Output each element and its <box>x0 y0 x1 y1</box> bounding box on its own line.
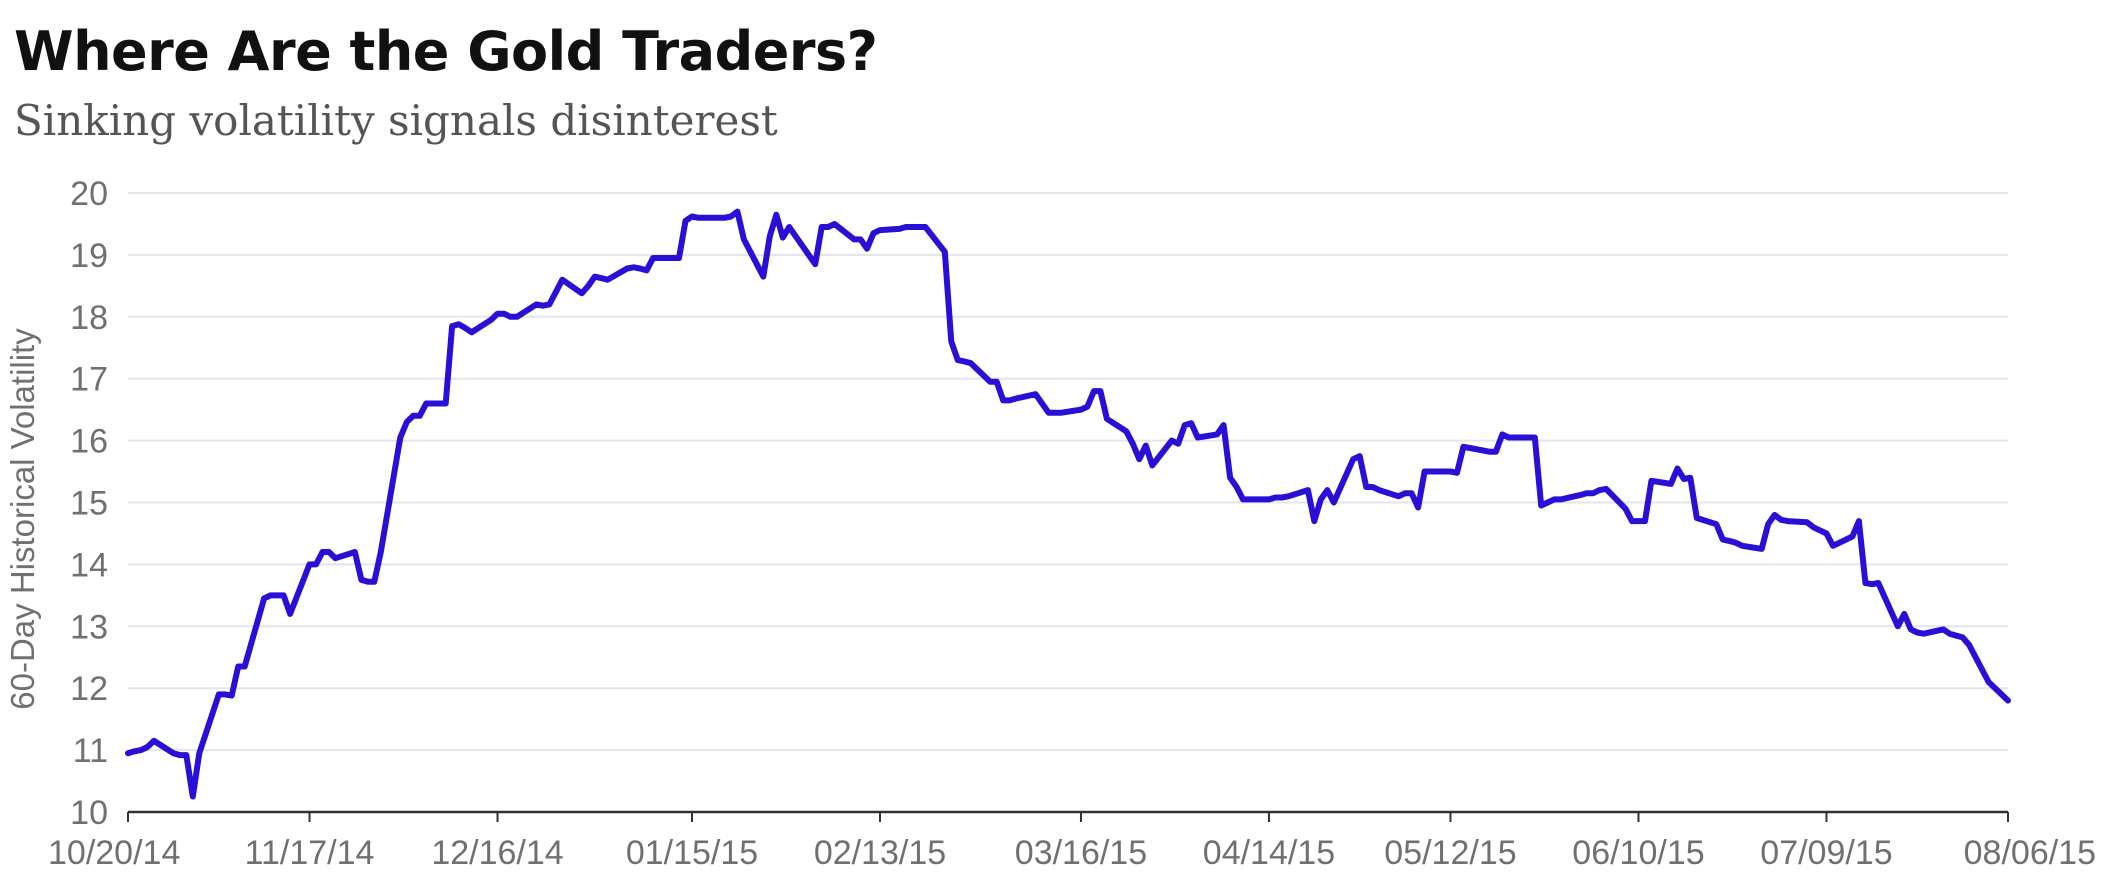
x-tick-label: 07/09/15 <box>1760 834 1892 872</box>
x-tick-label: 03/16/15 <box>1015 834 1147 872</box>
x-tick-label: 01/15/15 <box>626 834 758 872</box>
x-tick-label: 05/12/15 <box>1384 834 1516 872</box>
y-tick-label: 11 <box>73 732 108 770</box>
series-group <box>125 208 2011 800</box>
x-tick-label: 10/20/14 <box>48 834 180 872</box>
volatility-line <box>125 208 2011 800</box>
x-tick-label: 06/10/15 <box>1572 834 1704 872</box>
y-tick-label: 16 <box>70 423 108 461</box>
chart-title: Where Are the Gold Traders? <box>14 20 878 83</box>
y-tick-label: 19 <box>70 237 108 275</box>
y-tick-label: 17 <box>70 361 108 399</box>
x-tick-label: 08/06/15 <box>1964 834 2096 872</box>
y-axis-ticks: 10 11 12 13 14 15 16 17 18 19 20 <box>70 175 108 832</box>
x-tick-label: 12/16/14 <box>431 834 563 872</box>
y-axis-label: 60-Day Historical Volatility <box>4 328 41 710</box>
chart-subtitle: Sinking volatility signals disinterest <box>14 96 778 145</box>
y-tick-label: 12 <box>70 670 108 708</box>
y-tick-label: 18 <box>70 299 108 337</box>
y-tick-label: 13 <box>70 608 108 646</box>
y-tick-label: 10 <box>70 794 108 832</box>
y-tick-label: 15 <box>70 485 108 523</box>
x-tick-label: 04/14/15 <box>1203 834 1335 872</box>
gridlines <box>128 192 2008 752</box>
x-tick-label: 02/13/15 <box>814 834 946 872</box>
y-tick-label: 14 <box>70 546 108 584</box>
x-axis: 10/20/14 11/17/14 12/16/14 01/15/15 02/13/15… <box>48 810 2096 872</box>
x-tick-label: 11/17/14 <box>245 834 375 872</box>
y-tick-label: 20 <box>70 175 108 213</box>
